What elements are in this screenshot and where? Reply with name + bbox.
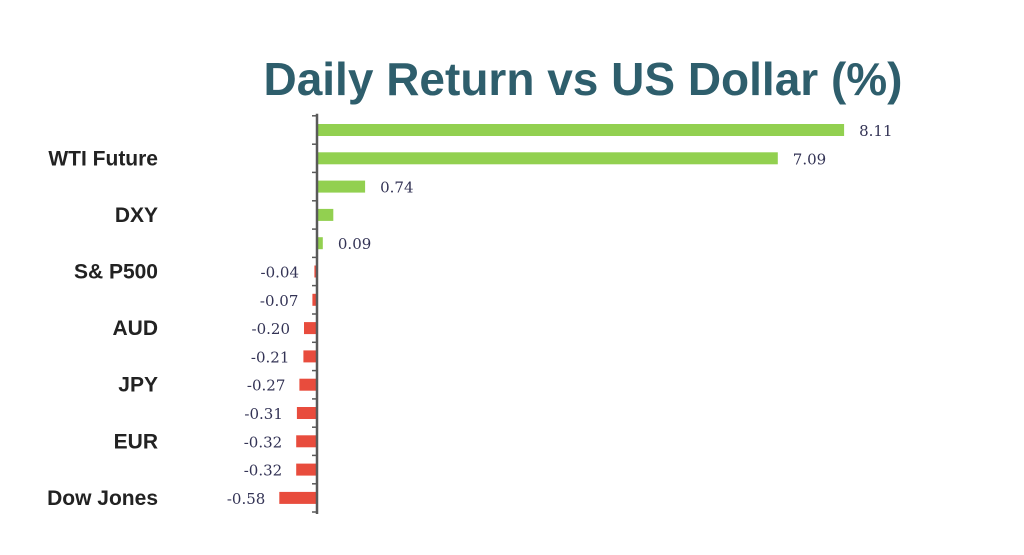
data-label: -0.32 (244, 462, 282, 480)
category-labels-group: WTI Future DXY S& P500 AUD JPY EUR Dow Jones (47, 147, 158, 510)
bar (296, 435, 317, 448)
bar (312, 293, 317, 306)
tick-label: S& P500 (74, 261, 158, 284)
tick-label: Dow Jones (47, 487, 158, 510)
data-label: -0.21 (251, 348, 289, 366)
data-label: -0.58 (227, 490, 265, 508)
bar (317, 124, 845, 136)
bar (296, 463, 317, 476)
bar (317, 208, 334, 221)
data-label: 0.09 (338, 235, 371, 253)
bar (279, 491, 317, 504)
category-axis (312, 113, 319, 514)
bar (299, 378, 317, 391)
bar (317, 152, 778, 165)
bar (317, 180, 366, 193)
data-label: 0.74 (380, 179, 413, 197)
data-label: -0.27 (247, 377, 285, 395)
bar (304, 322, 317, 335)
data-label: -0.07 (260, 292, 298, 310)
data-label: 7.09 (793, 150, 826, 168)
bar (303, 350, 318, 363)
bar (314, 265, 317, 278)
data-label: -0.32 (244, 433, 282, 451)
data-label: -0.20 (252, 320, 290, 338)
bar (296, 407, 317, 419)
chart-title: Daily Return vs US Dollar (%) (263, 53, 902, 105)
tick-label: EUR (114, 430, 158, 453)
bar (317, 237, 323, 250)
tick-label: WTI Future (48, 147, 158, 170)
bars-group (279, 124, 845, 504)
data-label: -0.04 (261, 264, 299, 282)
tick-label: DXY (115, 204, 158, 227)
data-label: -0.31 (244, 405, 282, 423)
value-labels-group: 8.11 7.09 0.74 0.09 -0.04 -0.07 -0.20 -0.21 -0.2… (227, 122, 893, 508)
tick-label: JPY (118, 374, 158, 397)
tick-label: AUD (113, 317, 159, 340)
data-label: 8.11 (859, 122, 892, 140)
